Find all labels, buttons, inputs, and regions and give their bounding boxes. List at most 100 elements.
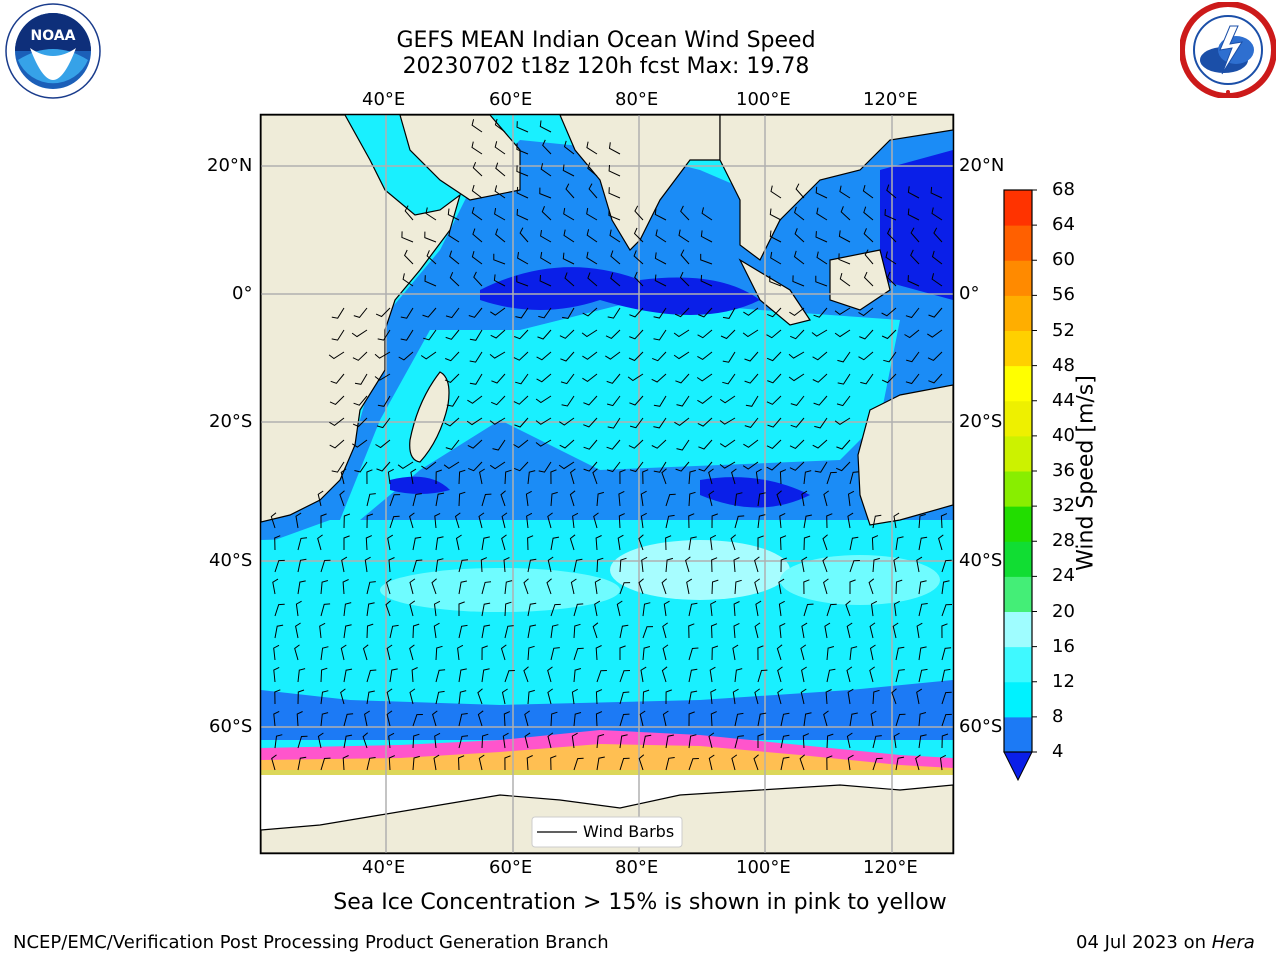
wind-barb bbox=[708, 732, 715, 749]
wind-barb bbox=[527, 645, 535, 661]
wind-barb bbox=[449, 272, 460, 287]
wind-barb bbox=[489, 417, 506, 425]
wind-barb bbox=[840, 206, 851, 221]
wind-barb bbox=[629, 461, 644, 473]
wind-barb bbox=[860, 373, 874, 385]
wind-barb bbox=[744, 417, 759, 428]
wind-barb bbox=[331, 461, 345, 473]
wind-barb bbox=[688, 734, 697, 749]
wind-barb bbox=[654, 208, 667, 221]
wind-barb bbox=[839, 185, 851, 199]
lon-label-bottom-40: 40°E bbox=[362, 857, 406, 878]
wind-barb bbox=[320, 712, 329, 727]
wind-barb bbox=[847, 490, 855, 507]
wind-barb bbox=[596, 491, 605, 507]
colorbar-tick-label: 28 bbox=[1052, 530, 1075, 552]
wind-barb bbox=[586, 141, 598, 155]
wind-barb bbox=[377, 395, 391, 407]
wind-barb bbox=[709, 666, 716, 683]
wind-barb bbox=[766, 439, 782, 450]
lat-label-left-20n: 20°N bbox=[207, 155, 253, 176]
wind-barb bbox=[895, 646, 905, 661]
wind-barb bbox=[734, 712, 744, 727]
wind-barb bbox=[661, 578, 668, 595]
wind-barb bbox=[404, 205, 414, 221]
wind-barb bbox=[640, 512, 647, 529]
wind-barb bbox=[826, 603, 837, 617]
wind-barb bbox=[640, 666, 647, 683]
wind-barb bbox=[846, 732, 853, 749]
southern-ocean-band bbox=[261, 520, 953, 700]
wind-barb bbox=[662, 622, 668, 639]
wind-barb bbox=[653, 395, 667, 407]
wind-barb bbox=[403, 249, 414, 265]
wind-barb bbox=[472, 228, 483, 243]
wind-barb bbox=[618, 513, 625, 529]
wind-barb bbox=[514, 461, 529, 472]
wind-barb bbox=[446, 395, 460, 407]
wind-barb bbox=[688, 469, 696, 485]
wind-barb bbox=[822, 556, 828, 573]
wind-barb bbox=[868, 578, 875, 595]
wind-barb bbox=[665, 493, 676, 507]
wind-barb bbox=[366, 469, 373, 485]
wind-barb bbox=[537, 329, 552, 340]
maritime-continent-calm bbox=[880, 150, 953, 300]
wind-barb bbox=[663, 600, 670, 617]
wind-barb bbox=[527, 602, 537, 617]
wind-barb bbox=[473, 271, 483, 287]
wind-barb bbox=[755, 600, 762, 617]
wind-barb bbox=[409, 578, 416, 595]
wind-barb bbox=[527, 558, 537, 573]
wind-barb bbox=[688, 491, 696, 507]
wind-barb bbox=[539, 120, 552, 133]
colorbar-tick-label: 64 bbox=[1052, 214, 1075, 236]
wind-barb bbox=[766, 351, 782, 362]
wind-barb bbox=[870, 600, 878, 617]
wind-barb bbox=[605, 329, 621, 340]
wind-barb bbox=[501, 688, 508, 705]
wind-barb bbox=[800, 688, 807, 705]
wind-barb bbox=[814, 461, 828, 473]
wind-barb bbox=[542, 139, 552, 155]
wind-barb bbox=[916, 688, 923, 705]
colorbar-tick-label: 68 bbox=[1052, 179, 1075, 200]
wind-barb bbox=[559, 417, 575, 426]
wind-barb bbox=[481, 624, 491, 639]
wind-barb bbox=[617, 534, 624, 551]
wind-barb bbox=[634, 205, 644, 221]
sea-ice-caption: Sea Ice Concentration > 15% is shown in … bbox=[333, 890, 947, 915]
wind-barb bbox=[619, 557, 627, 573]
wind-barb bbox=[686, 578, 693, 595]
wind-barb bbox=[412, 755, 420, 771]
wind-barb bbox=[619, 645, 626, 660]
wind-barb bbox=[688, 513, 695, 529]
wind-barb bbox=[638, 578, 644, 595]
wind-barb bbox=[795, 183, 805, 199]
lat-label-right-20n: 20°N bbox=[959, 155, 1005, 176]
wind-barb bbox=[665, 535, 672, 551]
wind-barb bbox=[720, 329, 736, 340]
wind-barb bbox=[881, 373, 897, 384]
wind-barb bbox=[365, 535, 372, 551]
wind-barb bbox=[445, 351, 460, 362]
wind-barb bbox=[366, 757, 376, 771]
wind-barb bbox=[754, 688, 760, 705]
wind-barb bbox=[388, 557, 395, 573]
wind-barb bbox=[527, 689, 535, 705]
wind-barb bbox=[569, 490, 576, 507]
wind-barb bbox=[523, 578, 529, 595]
wind-barb bbox=[885, 251, 897, 265]
wind-barb bbox=[931, 207, 943, 221]
wind-barb bbox=[411, 667, 418, 683]
wind-barb bbox=[869, 644, 876, 661]
wind-barb bbox=[619, 691, 630, 705]
wind-barb bbox=[573, 757, 584, 771]
wind-barb bbox=[353, 307, 368, 318]
wind-barb bbox=[711, 557, 718, 573]
wind-barb bbox=[710, 688, 717, 705]
nws-logo bbox=[1180, 2, 1276, 98]
colorbar-segment bbox=[1004, 681, 1032, 718]
wind-barb bbox=[444, 373, 460, 383]
wind-barb bbox=[606, 373, 621, 384]
